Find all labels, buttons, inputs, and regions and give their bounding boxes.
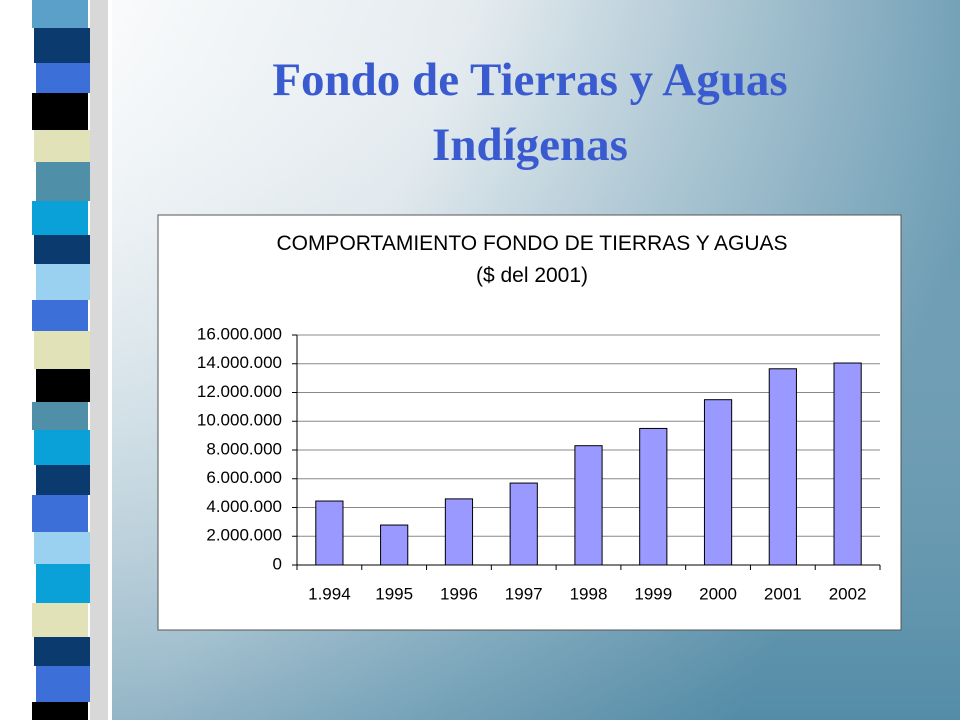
x-tick-label: 1999 [634,584,672,603]
slide-title: Indígenas [432,119,628,171]
stripe [36,465,92,495]
bar [639,427,668,566]
x-tick-label: 1995 [375,584,413,603]
x-tick-label: 2002 [829,584,867,603]
x-tick-label: 1997 [505,584,543,603]
stripe [32,495,88,532]
x-tick-label: 2001 [764,584,802,603]
decor-stripes [32,0,108,720]
y-tick-label: 6.000.000 [206,468,282,487]
stripe [34,130,90,162]
x-tick-label: 2000 [699,584,737,603]
x-tick-label: 1.994 [308,584,351,603]
stripe [32,402,88,430]
x-tick-label: 1996 [440,584,478,603]
stripe [34,28,90,63]
y-tick-label: 2.000.000 [206,526,282,545]
y-tick-label: 14.000.000 [197,353,282,372]
stripe [32,702,88,720]
x-tick-label: 1998 [570,584,608,603]
stripe-shadow [90,0,108,720]
bar [380,524,409,566]
y-tick-label: 0 [273,554,282,573]
stripe [34,235,90,264]
stripe [36,369,92,402]
y-tick-label: 4.000.000 [206,497,282,516]
y-tick-label: 8.000.000 [206,439,282,458]
y-tick-label: 12.000.000 [197,382,282,401]
stripe [34,430,90,465]
stripe [32,603,88,637]
bar [444,498,474,566]
chart-title: COMPORTAMIENTO FONDO DE TIERRAS Y AGUAS [276,232,787,255]
bar [315,500,344,566]
bar [768,368,797,566]
bar [509,482,538,566]
bar [833,362,862,566]
stripe [32,0,88,28]
stripe [34,532,90,564]
stripe [36,264,92,300]
chart-subtitle: ($ del 2001) [476,264,588,287]
y-tick-label: 10.000.000 [197,411,282,430]
y-tick-label: 16.000.000 [197,324,282,343]
stripe [32,201,88,235]
bar [703,399,733,566]
stripe [36,63,92,93]
chart: COMPORTAMIENTO FONDO DE TIERRAS Y AGUAS … [197,232,881,603]
stripe [32,93,88,130]
slide-title: Fondo de Tierras y Aguas [272,54,787,106]
stripe [36,162,92,201]
stripe [32,300,88,331]
stripe [34,637,90,666]
stripe [36,666,92,702]
stripe [34,331,90,369]
stripe [36,564,92,603]
bar [574,445,603,566]
